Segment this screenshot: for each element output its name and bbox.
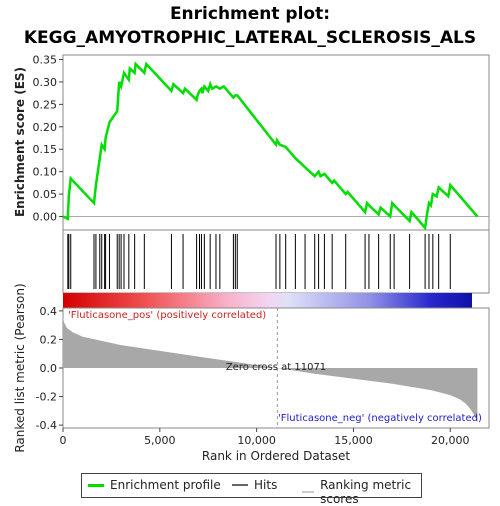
plot-title-line2: KEGG_AMYOTROPHIC_LATERAL_SCLEROSIS_ALS	[23, 28, 477, 48]
legend-swatch-enrichment	[88, 483, 104, 487]
es-y-tick-label: 0.30	[33, 76, 58, 89]
es-y-tick-label: 0.15	[33, 143, 58, 156]
legend: Enrichment profile Hits Ranking metric s…	[81, 473, 422, 506]
legend-swatch-hits	[232, 484, 248, 486]
metric-x-axis-label: Rank in Ordered Dataset	[202, 449, 350, 463]
legend-label-metric: Ranking metric scores	[320, 478, 412, 506]
legend-swatch-metric	[302, 491, 315, 493]
metric-x-tick-label: 5,000	[144, 434, 176, 447]
es-y-tick-label: 0.05	[33, 188, 58, 201]
es-y-tick-label: 0.20	[33, 121, 58, 134]
metric-layer: -0.4 -0.2 0.0 0.2 0.4 0 5,000 10,000 15,000 20,00…	[36, 305, 478, 447]
pos-correlated-label: 'Fluticasone_pos' (positively correlated…	[68, 310, 266, 321]
ranking-color-bar	[63, 293, 472, 308]
metric-x-tick-label: 10,000	[237, 434, 276, 447]
legend-item-hits: Hits	[232, 478, 277, 492]
legend-item-metric: Ranking metric scores	[302, 478, 421, 506]
metric-x-tick-label: 20,000	[431, 434, 470, 447]
metric-y-tick-label: -0.4	[36, 419, 57, 432]
neg-correlated-label: 'Fluticasone_neg' (negatively correlated…	[278, 413, 482, 424]
metric-area	[63, 316, 478, 423]
metric-y-tick-label: 0.4	[40, 305, 58, 318]
legend-label-hits: Hits	[254, 478, 278, 492]
plot-title-line1: Enrichment plot:	[169, 4, 331, 24]
es-layer: 0.00 0.05 0.10 0.15 0.20 0.25 0.30 0.35	[33, 53, 489, 231]
legend-label-enrichment: Enrichment profile	[110, 478, 221, 492]
es-y-tick-label: 0.25	[33, 98, 58, 111]
es-y-axis-label: Enrichment score (ES)	[13, 67, 27, 217]
metric-y-tick-label: -0.2	[36, 391, 57, 404]
es-y-tick-label: 0.10	[33, 166, 58, 179]
metric-x-tick-label: 0	[60, 434, 67, 447]
hits-layer	[67, 234, 451, 289]
metric-y-tick-label: 0.2	[40, 333, 58, 346]
es-y-tick-label: 0.00	[33, 211, 58, 224]
enrichment-profile-line	[62, 61, 479, 231]
es-y-tick-label: 0.35	[33, 53, 58, 66]
metric-y-axis-label: Ranked list metric (Pearson)	[13, 283, 27, 452]
zero-cross-label: Zero cross at 11071	[226, 362, 326, 373]
legend-item-enrichment: Enrichment profile	[88, 478, 221, 492]
metric-y-tick-label: 0.0	[40, 362, 58, 375]
metric-x-tick-label: 15,000	[334, 434, 373, 447]
